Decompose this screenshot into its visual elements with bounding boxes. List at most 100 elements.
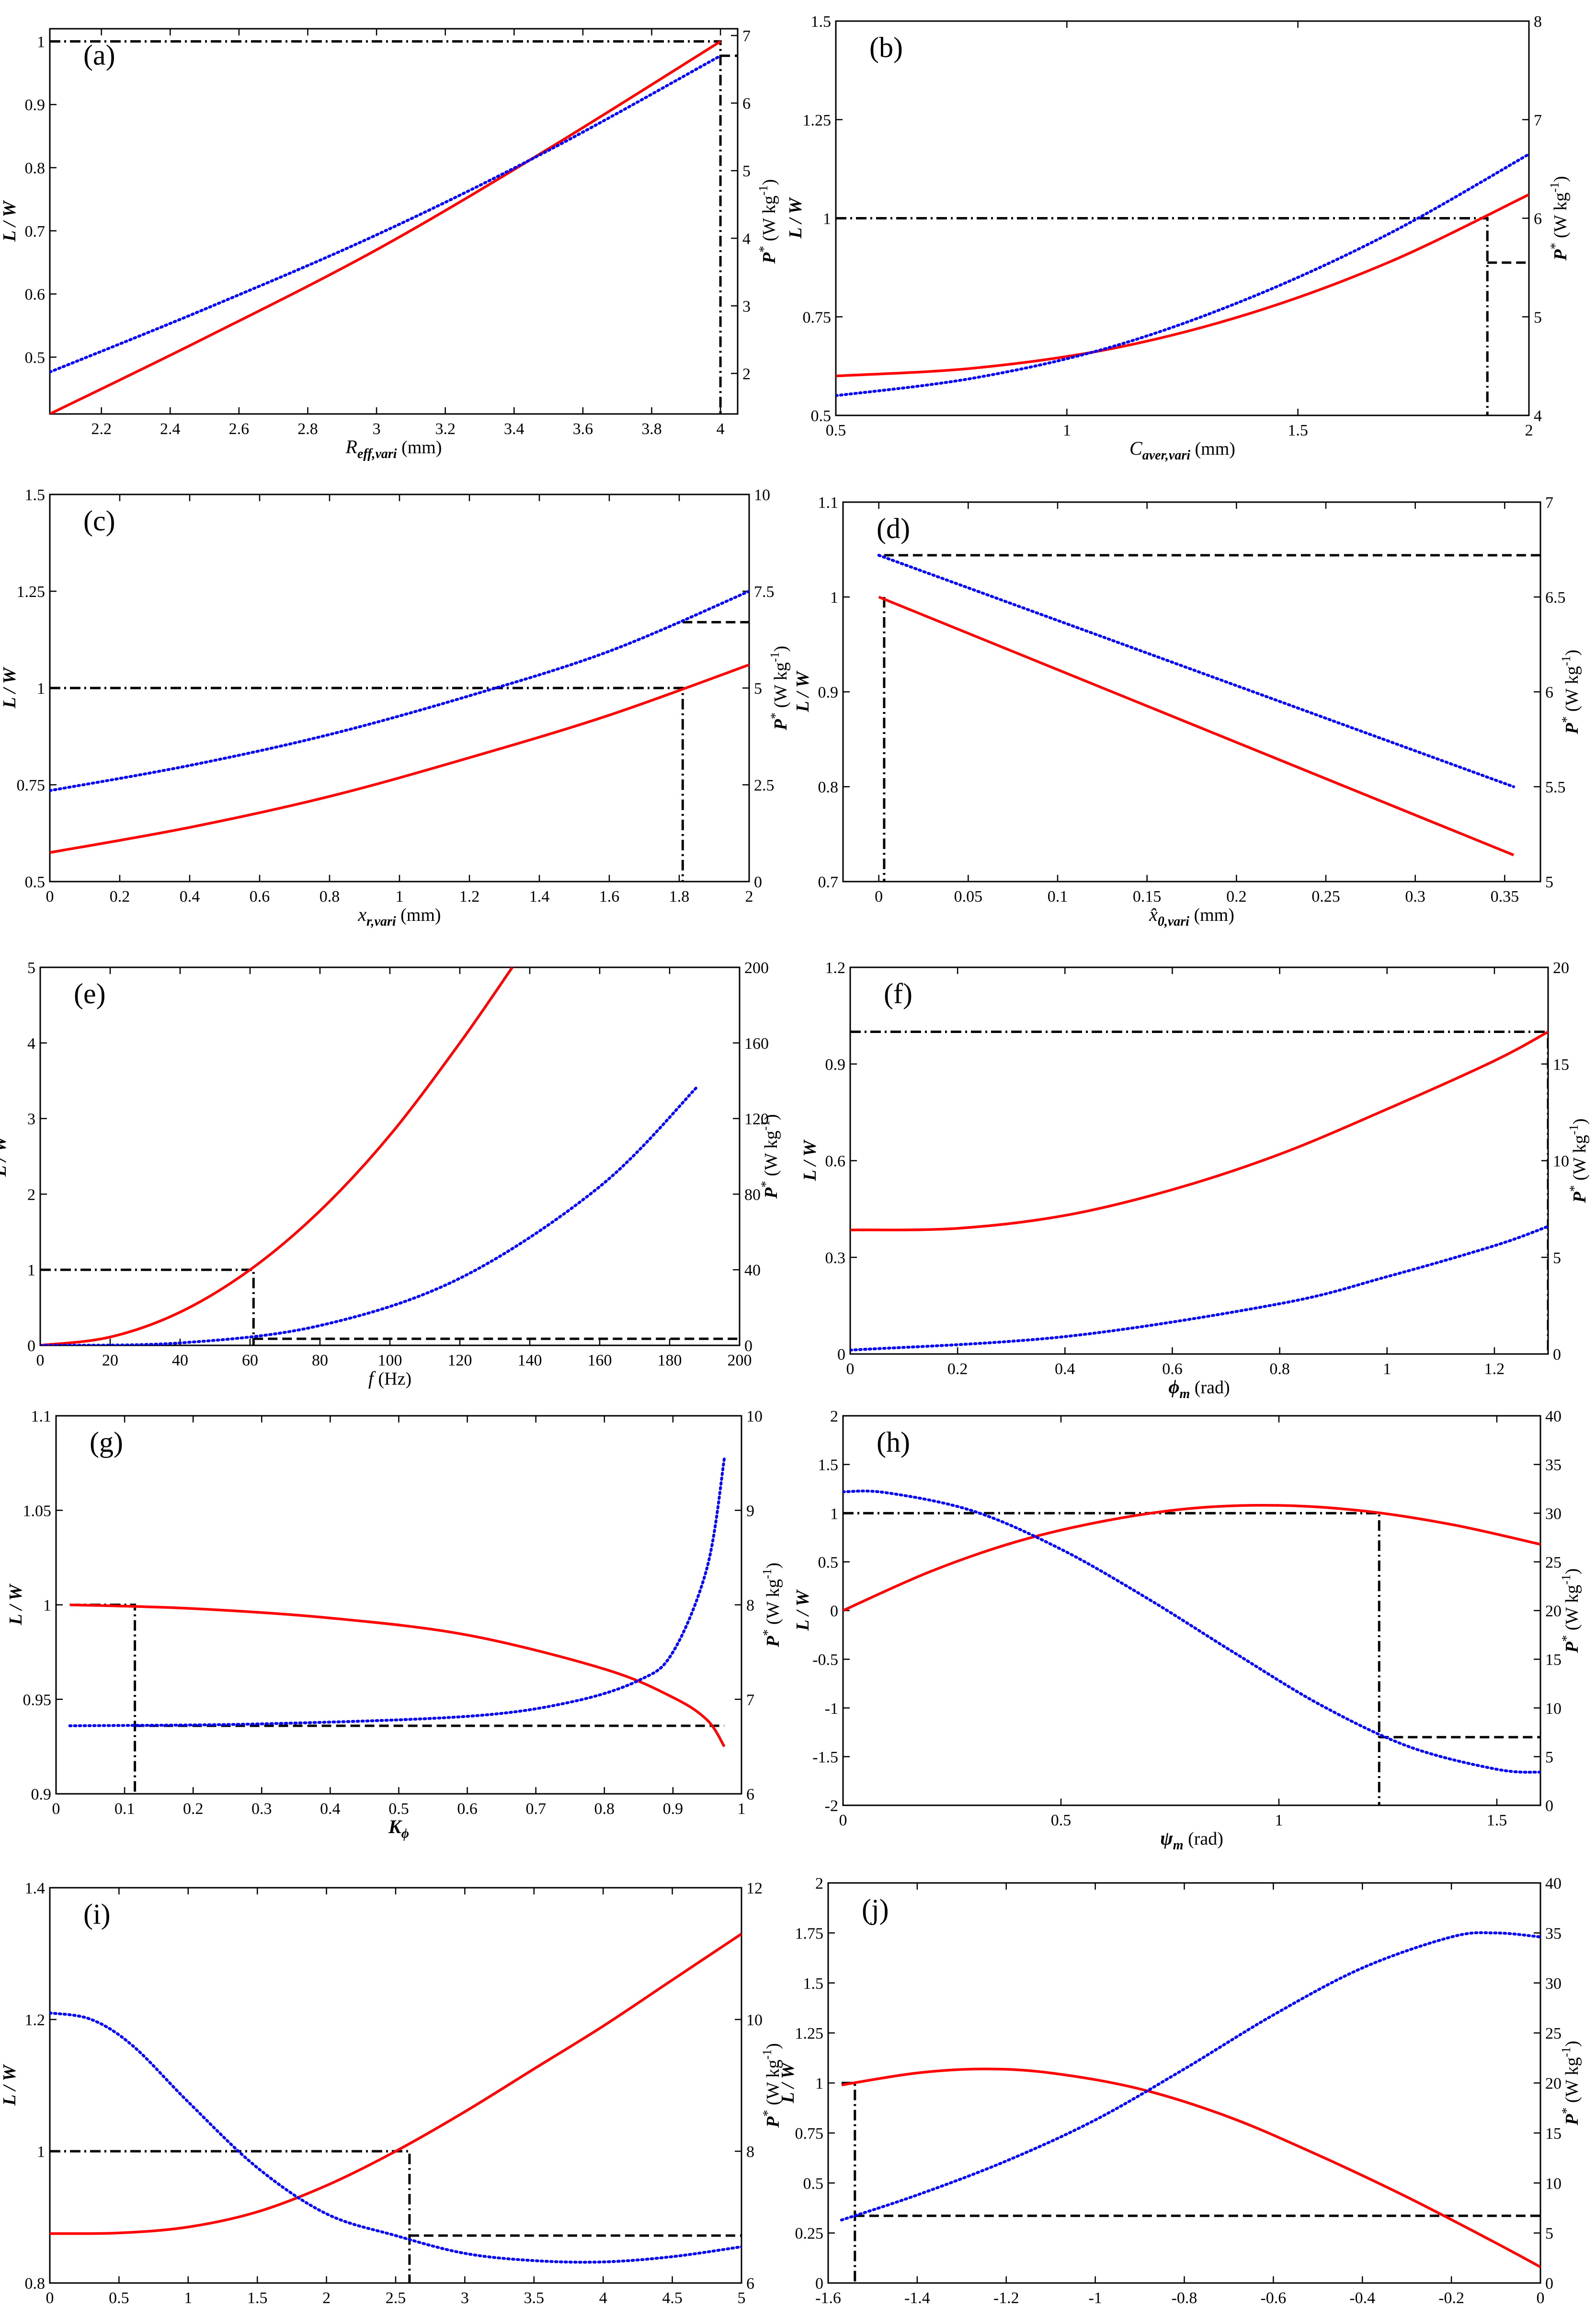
panel-b-plot-area: [836, 152, 1529, 415]
x-tick-label: 4: [717, 420, 725, 438]
reference-line-dashdot: [836, 217, 1489, 415]
x-tick-label: -1: [1088, 2289, 1102, 2306]
y-tick-label-left: 0.95: [23, 1691, 52, 1709]
x-tick-label: 0.4: [320, 1800, 341, 1818]
y-axis-label-left: L / W: [778, 2061, 798, 2104]
y-tick-label-left: -1: [825, 1700, 838, 1718]
y-tick-label-left: 0: [815, 2275, 823, 2293]
x-tick-label: 180: [658, 1352, 682, 1369]
y-tick-label-right: 160: [744, 1035, 769, 1053]
x-axis-label: ψm (rad): [1160, 1827, 1223, 1853]
y-tick-label-left: 1: [823, 210, 831, 228]
panel-g-plot-area: [68, 1457, 726, 1794]
y-axis-label-right: P* (W kg-1): [760, 2043, 783, 2128]
panel-i: 0 0.5 1 1.5 2 2.5 3 3.5 4 4.5 5 0.8 1 1.2 1.4 6 8 10 12 (i)…: [0, 1880, 783, 2306]
x-tick-label: 0.1: [114, 1800, 135, 1818]
x-tick-label: -0.2: [1438, 2289, 1464, 2306]
x-tick-label: 0.9: [663, 1800, 684, 1818]
y-tick-label-right: 10: [746, 1408, 763, 1425]
y-tick-label-right: 20: [1545, 2075, 1562, 2093]
x-tick-label: 0.3: [1405, 888, 1425, 906]
y-tick-label-left: 1.5: [811, 13, 832, 31]
y-tick-label-right: 6: [1545, 684, 1553, 701]
panel-label: (c): [83, 505, 115, 537]
x-tick-label: 0.2: [110, 888, 130, 906]
panel-e: 0 20 40 60 80 100 120 140 160 180 2000123450408012…: [0, 959, 781, 1389]
x-tick-label: 200: [728, 1352, 752, 1369]
x-axis-label: xr,vari (mm): [357, 904, 441, 929]
y-tick-label-left: 1: [37, 2143, 45, 2161]
series-lw-line: [50, 40, 721, 414]
y-axis-label-right: P* (W kg-1): [760, 1562, 783, 1647]
y-tick-label-right: 15: [1545, 1651, 1562, 1669]
x-tick-label: 0.4: [180, 888, 200, 906]
y-tick-label-right: 7.5: [754, 583, 775, 601]
panel-d: 0 0.05 0.1 0.15 0.2 0.25 0.3 0.35 0.7 0.8 0.9 1 1.1 5…: [793, 494, 1582, 929]
x-tick-label: 4: [599, 2289, 607, 2306]
series-power-line: [68, 1457, 726, 1727]
y-axis-label-left: L / W: [793, 670, 813, 713]
panel-g: 0 0.1 0.2 0.3 0.4 0.5 0.6 0.7 0.8 0.9 1 0.9 0.95 1 1.0…: [6, 1408, 783, 1841]
y-axis-label-left: L / W: [0, 666, 20, 709]
panel-j: -1.6 -1.4 -1.2 -1 -0.8 -0.6 -0.4 -0.2 000.250.50…: [778, 1875, 1582, 2306]
x-tick-label: 5: [738, 2289, 746, 2306]
y-tick-label-right: 120: [744, 1111, 769, 1128]
y-tick-label-left: 1.2: [825, 959, 846, 977]
x-tick-label: 0.3: [251, 1800, 272, 1818]
x-tick-label: 0: [839, 1812, 847, 1829]
y-tick-label-right: 10: [1553, 1153, 1569, 1170]
y-tick-label-left: 0.7: [818, 873, 839, 891]
y-tick-label-right: 3: [742, 298, 751, 315]
x-tick-label: 0: [52, 1800, 60, 1818]
y-tick-label-right: 4: [742, 230, 751, 248]
x-axis-label: x̂0,vari (mm): [1149, 904, 1234, 929]
series-lw-line: [836, 193, 1529, 378]
y-tick-label-left: 1.25: [803, 112, 832, 129]
y-axis-label-left: L / W: [0, 200, 20, 242]
y-tick-label-right: 10: [754, 486, 770, 504]
x-tick-label: 0.35: [1491, 888, 1519, 906]
y-tick-label-right: 6: [742, 95, 751, 113]
x-tick-label: 1.2: [1484, 1360, 1505, 1378]
series-power-line: [50, 590, 749, 792]
x-axis-label: ζ (rad): [1160, 2305, 1208, 2306]
x-tick-label: 3.4: [504, 420, 524, 438]
x-tick-label: 0.8: [319, 888, 340, 906]
x-tick-label: 2.8: [297, 420, 318, 438]
y-tick-label-left: 0.75: [803, 309, 832, 326]
panel-c-plot-area: [50, 590, 749, 882]
y-tick-label-right: 8: [746, 2143, 754, 2161]
x-tick-label: 2.6: [229, 420, 250, 438]
x-tick-label: 0: [1537, 2289, 1545, 2306]
y-tick-label-left: 1.75: [795, 1925, 824, 1942]
x-tick-label: 3.5: [524, 2289, 545, 2306]
x-tick-label: 0.8: [594, 1800, 615, 1818]
x-tick-label: 0.2: [1226, 888, 1247, 906]
x-tick-label: 0.2: [947, 1360, 968, 1378]
y-tick-label-left: 1: [27, 1262, 35, 1279]
y-tick-label-right: 35: [1545, 1457, 1562, 1474]
series-lw-line: [40, 967, 513, 1345]
y-tick-label-left: 1.5: [803, 1975, 824, 1993]
x-tick-label: 1: [738, 1800, 746, 1818]
y-tick-label-right: 5: [1545, 873, 1553, 891]
y-tick-label-left: -2: [825, 1797, 838, 1815]
x-tick-label: 3.6: [573, 420, 593, 438]
y-tick-label-right: 20: [1545, 1603, 1562, 1620]
y-tick-label-right: 5: [1545, 1748, 1553, 1766]
y-tick-label-right: 30: [1545, 1505, 1562, 1523]
x-tick-label: 1.5: [1288, 422, 1308, 439]
x-tick-label: 2: [745, 888, 753, 906]
y-tick-label-right: 7: [1534, 112, 1542, 129]
x-tick-label: 3.8: [641, 420, 662, 438]
y-tick-label-right: 6.5: [1545, 589, 1566, 607]
panel-a: 2.2 2.4 2.6 2.8 3 3.2 3.4 3.6 3.8 4 0.5 0.6 0.7 0.8 0.…: [0, 27, 779, 461]
x-tick-label: 0.5: [109, 2289, 129, 2306]
y-tick-label-right: 9: [746, 1502, 754, 1520]
x-tick-label: 0.2: [183, 1800, 204, 1818]
x-tick-label: 1: [1383, 1360, 1391, 1378]
y-tick-label-left: 0.8: [25, 160, 46, 177]
y-tick-label-left: 0.5: [803, 2175, 824, 2192]
panel-label: (i): [83, 1898, 111, 1930]
y-axis-label-right: P* (W kg-1): [768, 646, 791, 731]
